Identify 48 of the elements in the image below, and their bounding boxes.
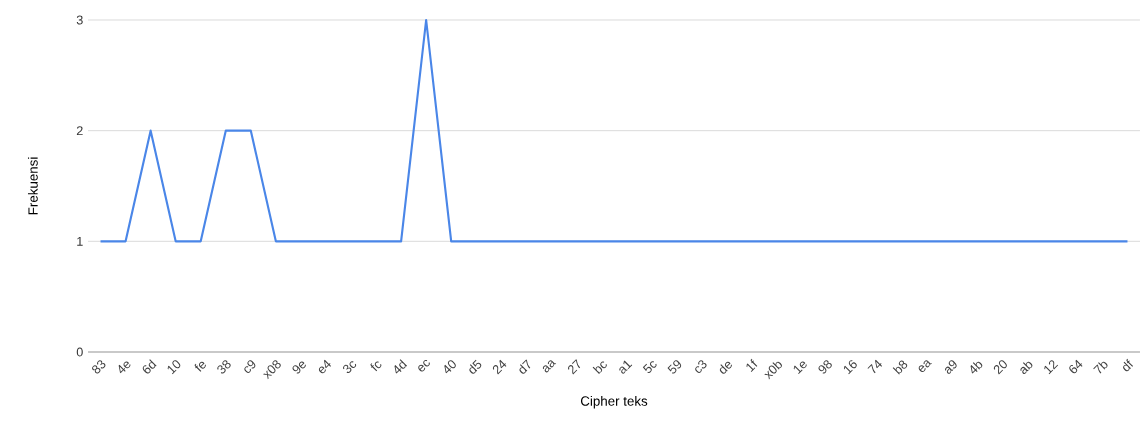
x-tick-label: ec bbox=[418, 359, 430, 372]
x-tick-label: 3c bbox=[343, 361, 357, 374]
x-tick-label: b8 bbox=[892, 360, 908, 375]
y-tick-label: 1 bbox=[77, 236, 83, 246]
x-tick-label: d5 bbox=[469, 359, 482, 374]
x-tick-label: 12 bbox=[1044, 360, 1059, 375]
x-tick-label: 38 bbox=[217, 360, 231, 374]
x-tick-label: fc bbox=[370, 361, 382, 372]
x-tick-label: 4d bbox=[394, 359, 408, 374]
x-tick-label: e4 bbox=[318, 359, 332, 374]
x-tick-label: 4b bbox=[970, 361, 983, 374]
x-tick-label: 20 bbox=[993, 360, 1007, 375]
x-tick-label: ea bbox=[918, 360, 932, 372]
x-tick-label: 4e bbox=[118, 361, 131, 374]
x-tick-label: 64 bbox=[1069, 359, 1083, 374]
x-tick-label: bc bbox=[592, 361, 607, 375]
x-tick-label: x0b bbox=[764, 361, 782, 380]
x-tick-label: 1f bbox=[746, 358, 758, 372]
x-tick-label: de bbox=[719, 361, 732, 374]
x-tick-label: aa bbox=[542, 360, 557, 373]
x-tick-label: 5c bbox=[642, 361, 657, 373]
x-tick-label: 83 bbox=[92, 360, 106, 374]
x-tick-label: 10 bbox=[167, 360, 181, 375]
x-tick-label: x08 bbox=[263, 360, 281, 380]
x-tick-label: 9e bbox=[292, 361, 306, 374]
x-tick-label: 6d bbox=[142, 359, 157, 374]
x-tick-label: 1e bbox=[793, 361, 807, 375]
x-tick-label: c9 bbox=[244, 360, 256, 373]
x-tick-label: 27 bbox=[568, 359, 581, 375]
x-tick-label: 7b bbox=[1093, 361, 1108, 374]
y-tick-label: 2 bbox=[76, 126, 83, 136]
x-tick-label: a9 bbox=[945, 360, 957, 374]
x-tick-label: d7 bbox=[519, 359, 531, 374]
x-tick-label: 59 bbox=[667, 360, 682, 374]
x-tick-label: 16 bbox=[843, 360, 857, 375]
x-axis-title: Cipher teks bbox=[580, 396, 648, 409]
x-tick-label: fe bbox=[194, 361, 206, 372]
x-tick-label: ab bbox=[1020, 361, 1033, 375]
y-axis-title: Frekuensi bbox=[27, 157, 38, 215]
y-tick-label: 0 bbox=[76, 347, 83, 357]
x-tick-label: 40 bbox=[444, 360, 456, 374]
y-tick-label: 3 bbox=[76, 15, 83, 25]
x-tick-label: c3 bbox=[695, 360, 707, 373]
x-tick-label: 74 bbox=[867, 359, 883, 374]
x-tick-label: df bbox=[1123, 358, 1134, 372]
x-tick-label: 98 bbox=[818, 360, 832, 374]
x-tick-label: 24 bbox=[492, 359, 507, 375]
x-tick-label: a1 bbox=[619, 360, 633, 374]
